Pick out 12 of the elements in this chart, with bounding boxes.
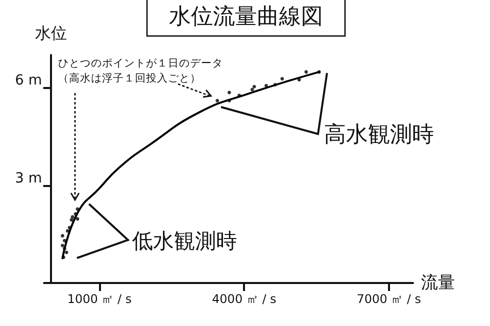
x-tick-label: 4000 ㎡ / s: [212, 292, 276, 306]
y-axis-title: 水位: [35, 24, 68, 42]
annotation: （高水は浮子１回投入ごと）: [58, 72, 201, 84]
y-tick-label: 3 m: [15, 170, 42, 186]
annotation: 低水観測時: [132, 229, 237, 253]
annotation: 高水観測時: [324, 122, 434, 148]
annotation: ひとつのポイントが１日のデータ: [58, 58, 223, 70]
x-tick-label: 7000 ㎡ / s: [356, 292, 422, 306]
x-axis-title: 流量: [421, 273, 455, 293]
chart-title: 水位流量曲線図: [169, 4, 323, 30]
x-tick-label: 1000 ㎡ / s: [67, 292, 132, 306]
y-tick-label: 6 m: [15, 72, 42, 89]
